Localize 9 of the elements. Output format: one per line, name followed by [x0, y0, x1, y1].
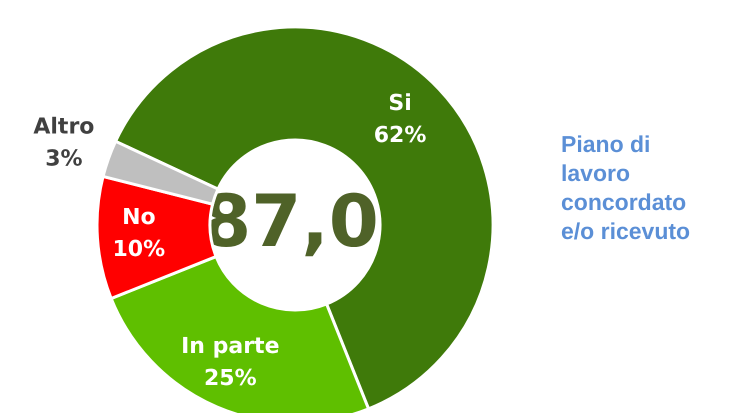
slice-label: In parte — [181, 334, 280, 360]
data-label: 10% — [112, 237, 166, 262]
slice-label: No — [122, 205, 156, 230]
data-label: 3% — [45, 146, 83, 172]
slice-label: Altro — [33, 114, 94, 140]
text: Piano di lavoro concordato e/o ricevuto — [561, 130, 692, 246]
data-label: 62% — [374, 122, 426, 148]
slice-label: Si — [388, 90, 412, 116]
data-label: 25% — [204, 366, 257, 392]
